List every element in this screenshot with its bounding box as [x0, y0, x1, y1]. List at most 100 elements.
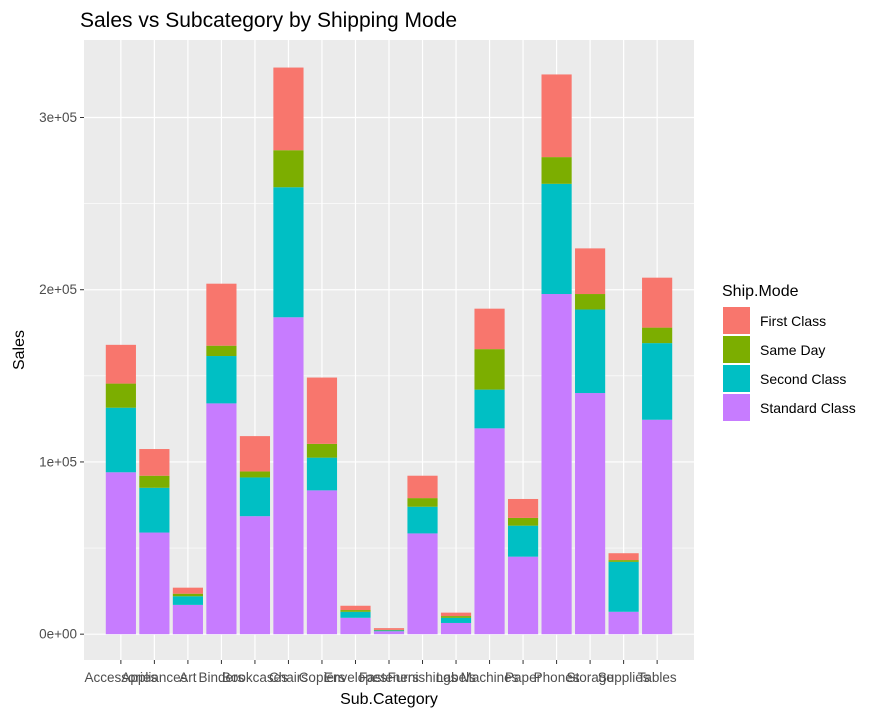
legend-label-same-day: Same Day — [760, 342, 825, 358]
bar-chairs-same-day — [273, 150, 304, 188]
bar-accessories-same-day — [105, 383, 136, 408]
bar-copiers-second-class — [306, 457, 338, 491]
x-tick-label-copiers: Copiers — [299, 670, 346, 685]
bar-supplies-standard-class — [608, 611, 639, 635]
bar-copiers-standard-class — [306, 490, 338, 635]
bar-phones-same-day — [541, 157, 572, 184]
x-tick-label-chairs: Chairs — [269, 670, 308, 685]
x-tick-label-envelopes: Envelopes — [324, 670, 387, 685]
bar-storage-first-class — [575, 248, 606, 295]
bar-envelopes-second-class — [340, 611, 371, 618]
bar-paper-same-day — [507, 517, 539, 526]
x-axis-title: Sub.Category — [340, 691, 438, 708]
bar-copiers-first-class — [306, 377, 338, 444]
bar-machines-first-class — [474, 308, 505, 350]
bar-tables-first-class — [642, 277, 673, 328]
bar-labels-same-day — [440, 616, 472, 618]
bar-envelopes-standard-class — [340, 617, 371, 635]
bar-machines-standard-class — [474, 428, 505, 635]
y-tick-label: 2e+05 — [39, 282, 77, 297]
x-tick-label-paper: Paper — [505, 670, 542, 685]
x-tick-label-phones: Phones — [534, 670, 580, 685]
y-tick-label: 3e+05 — [39, 110, 77, 125]
legend-key-same-day — [723, 336, 750, 363]
bar-storage-second-class — [575, 309, 606, 394]
bar-fasteners-first-class — [373, 628, 405, 630]
legend-label-second-class: Second Class — [760, 371, 846, 387]
bar-labels-standard-class — [440, 622, 472, 635]
x-tick-label-binders: Binders — [199, 670, 245, 685]
x-tick-label-labels: Labels — [436, 670, 476, 685]
bar-binders-same-day — [206, 345, 237, 357]
legend-title: Ship.Mode — [722, 283, 799, 300]
bar-appliances-standard-class — [139, 532, 170, 635]
bar-fasteners-second-class — [373, 630, 405, 632]
y-tick-label: 1e+05 — [39, 454, 77, 469]
bar-phones-standard-class — [541, 294, 572, 635]
y-tick-label: 0e+00 — [39, 627, 77, 642]
x-tick-label-tables: Tables — [638, 670, 677, 685]
y-axis: 0e+00 1e+05 2e+05 3e+05 — [39, 110, 84, 642]
bar-furnishings-second-class — [407, 506, 438, 534]
bar-chairs-first-class — [273, 67, 304, 151]
bar-accessories-first-class — [105, 344, 136, 384]
x-tick-label-bookcases: Bookcases — [222, 670, 288, 685]
bar-paper-standard-class — [507, 556, 539, 635]
bar-binders-second-class — [206, 356, 237, 404]
bar-bookcases-same-day — [239, 471, 271, 478]
bar-paper-first-class — [507, 498, 539, 518]
bar-envelopes-first-class — [340, 605, 371, 611]
bars — [105, 67, 673, 635]
bar-bookcases-first-class — [239, 436, 271, 472]
bar-copiers-same-day — [306, 443, 338, 458]
bar-tables-standard-class — [642, 419, 673, 635]
x-tick-label-accessories: Accessories — [84, 670, 157, 685]
bar-art-standard-class — [172, 604, 203, 635]
bar-art-first-class — [172, 587, 203, 594]
legend: Ship.Mode First Class Same Day Second Clas… — [722, 283, 856, 421]
x-tick-label-appliances: Appliances — [121, 670, 187, 685]
bar-phones-second-class — [541, 183, 572, 295]
x-tick-label-art: Art — [179, 670, 197, 685]
x-tick-label-fasteners: Fasteners — [359, 670, 419, 685]
bar-binders-first-class — [206, 283, 237, 346]
bar-furnishings-first-class — [407, 475, 438, 499]
bar-machines-same-day — [474, 349, 505, 390]
bar-tables-same-day — [642, 327, 673, 344]
bar-fasteners-standard-class — [373, 631, 405, 635]
bar-bookcases-second-class — [239, 477, 271, 517]
bar-storage-standard-class — [575, 393, 606, 635]
bar-accessories-standard-class — [105, 472, 136, 635]
legend-key-standard-class — [723, 394, 750, 421]
bar-accessories-second-class — [105, 407, 136, 473]
bar-chairs-second-class — [273, 187, 304, 318]
bar-fasteners-same-day — [373, 629, 405, 631]
legend-label-standard-class: Standard Class — [760, 400, 856, 416]
bar-furnishings-same-day — [407, 498, 438, 507]
bar-tables-second-class — [642, 343, 673, 420]
bar-envelopes-same-day — [340, 610, 371, 612]
bar-furnishings-standard-class — [407, 533, 438, 635]
bar-appliances-second-class — [139, 487, 170, 533]
x-tick-label-furnishings: Furnishings — [388, 670, 458, 685]
chart-title: Sales vs Subcategory by Shipping Mode — [80, 9, 457, 32]
bar-supplies-same-day — [608, 560, 639, 562]
bar-storage-same-day — [575, 294, 606, 310]
bar-binders-standard-class — [206, 403, 237, 635]
bar-paper-second-class — [507, 525, 539, 557]
legend-key-second-class — [723, 365, 750, 392]
bar-art-second-class — [172, 596, 203, 605]
y-axis-title: Sales — [11, 330, 28, 370]
bar-supplies-first-class — [608, 553, 639, 561]
bar-appliances-same-day — [139, 475, 170, 488]
x-tick-label-machines: Machines — [461, 670, 519, 685]
legend-key-first-class — [723, 307, 750, 334]
x-tick-label-storage: Storage — [566, 670, 613, 685]
bar-labels-first-class — [440, 612, 472, 617]
bar-appliances-first-class — [139, 449, 170, 476]
x-tick-label-supplies: Supplies — [598, 670, 650, 685]
bar-art-same-day — [172, 593, 203, 597]
bar-chairs-standard-class — [273, 317, 304, 635]
